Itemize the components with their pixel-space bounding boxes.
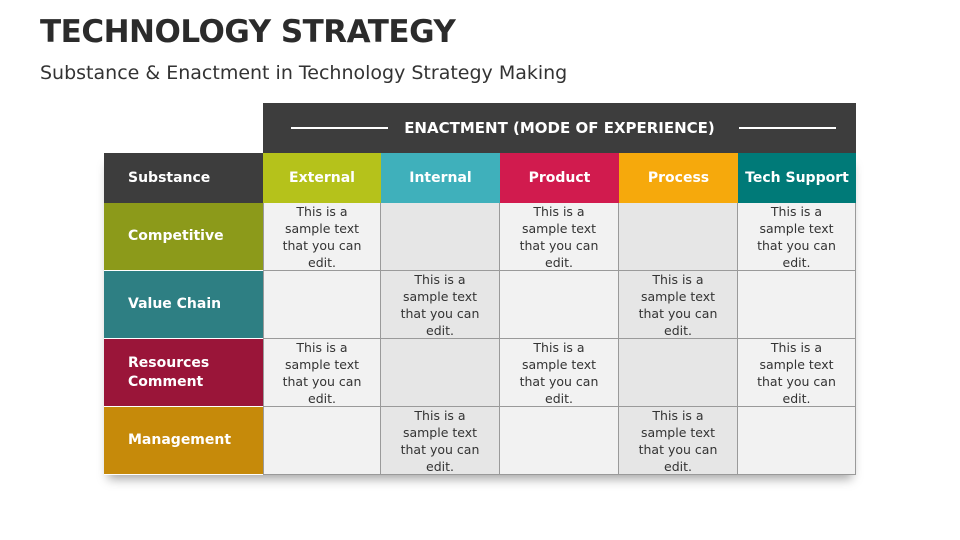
column-header-process: Process [619, 153, 738, 203]
table-cell[interactable] [619, 203, 738, 271]
header-decor-line-left [291, 127, 388, 129]
table-cell[interactable] [263, 407, 381, 475]
enactment-header-label: ENACTMENT (MODE OF EXPERIENCE) [404, 119, 715, 137]
enactment-header-bar: ENACTMENT (MODE OF EXPERIENCE) [263, 103, 856, 153]
column-header-external: External [263, 153, 381, 203]
table-cell[interactable]: This is a sample text that you can edit. [381, 407, 500, 475]
slide-subtitle: Substance & Enactment in Technology Stra… [40, 62, 568, 84]
row-header-competitive: Competitive [104, 203, 263, 271]
row-header-management: Management [104, 407, 263, 475]
table-cell[interactable] [263, 271, 381, 339]
column-header-product: Product [500, 153, 619, 203]
table-cell[interactable]: This is a sample text that you can edit. [738, 203, 856, 271]
table-cell[interactable]: This is a sample text that you can edit. [500, 203, 619, 271]
table-cell[interactable] [500, 271, 619, 339]
column-header-tech-support: Tech Support [738, 153, 856, 203]
table-cell[interactable] [738, 271, 856, 339]
substance-header: Substance [104, 153, 263, 203]
table-cell[interactable]: This is a sample text that you can edit. [381, 271, 500, 339]
table-cell[interactable] [500, 407, 619, 475]
table-cell[interactable]: This is a sample text that you can edit. [263, 203, 381, 271]
table-cell[interactable]: This is a sample text that you can edit. [619, 407, 738, 475]
row-header-resources-comment: Resources Comment [104, 339, 263, 407]
row-header-value-chain: Value Chain [104, 271, 263, 339]
slide-title: TECHNOLOGY STRATEGY [40, 14, 456, 50]
table-cell[interactable] [619, 339, 738, 407]
table-cell[interactable]: This is a sample text that you can edit. [263, 339, 381, 407]
header-decor-line-right [739, 127, 836, 129]
table-cell[interactable] [381, 203, 500, 271]
table-cell[interactable]: This is a sample text that you can edit. [619, 271, 738, 339]
table-cell[interactable]: This is a sample text that you can edit. [500, 339, 619, 407]
column-header-internal: Internal [381, 153, 500, 203]
table-cell[interactable] [738, 407, 856, 475]
table-cell[interactable] [381, 339, 500, 407]
strategy-table: Substance External Internal Product Proc… [104, 153, 856, 475]
table-cell[interactable]: This is a sample text that you can edit. [738, 339, 856, 407]
